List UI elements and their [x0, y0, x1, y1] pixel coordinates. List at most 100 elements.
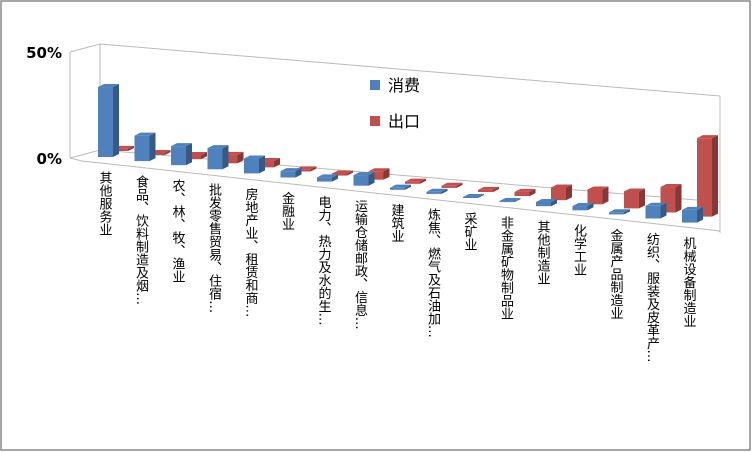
bar-top: [441, 182, 463, 186]
bar-front: [244, 158, 259, 174]
bar-front: [587, 189, 603, 205]
bar-top: [463, 193, 484, 197]
bar-top: [624, 188, 645, 192]
bar-front: [609, 212, 624, 215]
legend-swatch: [370, 116, 380, 126]
bar-front: [259, 161, 274, 168]
bar-side: [164, 149, 171, 156]
bar-front: [134, 135, 150, 162]
bar-side: [675, 184, 682, 213]
floor-edge: [69, 157, 721, 234]
bar-front: [682, 209, 697, 223]
bar-front: [222, 154, 238, 164]
bar-front: [551, 187, 566, 201]
bar: [609, 209, 630, 215]
bar-top: [697, 135, 718, 139]
bar-front: [536, 201, 551, 207]
legend-swatch: [370, 80, 380, 90]
bar-top: [171, 143, 192, 147]
x-tick-label: 采矿业: [462, 212, 478, 251]
bar-top: [353, 172, 375, 176]
bar-front: [113, 148, 128, 151]
bar: [390, 184, 411, 190]
bar: [478, 186, 499, 192]
bar-top: [368, 168, 390, 172]
bar: [499, 198, 521, 203]
bar-front: [514, 191, 530, 197]
bar-side: [368, 172, 375, 186]
x-tick-label: 农、林、牧、渔业: [170, 179, 186, 283]
bar: [551, 184, 572, 201]
bar-front: [207, 148, 223, 170]
x-tick-label: 机械设备制造业: [681, 237, 697, 328]
bar-top: [207, 145, 229, 149]
bar-front: [645, 205, 661, 219]
bar-side: [222, 145, 229, 170]
bar-top: [514, 188, 536, 192]
bar: [645, 202, 667, 219]
bar: [317, 174, 338, 182]
bar-front: [171, 146, 186, 166]
bar: [587, 186, 609, 205]
bar-top: [244, 155, 265, 159]
bar: [134, 132, 156, 162]
legend-label: 消费: [388, 76, 420, 95]
bar-top: [499, 198, 521, 202]
bar-side: [186, 143, 192, 166]
bar-top: [551, 184, 572, 188]
bar-side: [478, 193, 484, 198]
bar-top: [405, 178, 426, 182]
bar-top: [134, 132, 156, 136]
bar-side: [383, 168, 390, 180]
bar-top: [280, 168, 302, 172]
x-tick-label: 纺织、服装及皮革产…: [644, 233, 660, 363]
bar: [368, 168, 390, 180]
bar: [463, 193, 484, 198]
x-tick-label: 其他服务业: [97, 171, 113, 236]
bar-front: [390, 187, 405, 190]
bar-top: [98, 84, 119, 88]
bar-side: [493, 186, 499, 192]
x-tick-label: 金属产品制造业: [608, 228, 624, 320]
x-tick-label: 炼焦、燃气及石油加…: [425, 208, 441, 338]
bar-front: [624, 191, 639, 209]
bar: [514, 188, 536, 197]
bar-top: [682, 206, 703, 210]
bar-side: [128, 145, 134, 151]
bar: [332, 170, 353, 176]
bar-front: [98, 87, 113, 157]
bar-front: [280, 171, 296, 178]
bar-front: [368, 171, 384, 180]
bar-side: [347, 170, 353, 176]
bar-top: [572, 203, 594, 207]
bar-side: [660, 202, 667, 219]
bar: [353, 172, 375, 186]
bar-front: [317, 177, 332, 182]
bar: [536, 198, 557, 207]
bar-side: [113, 84, 119, 157]
bar-top: [426, 188, 448, 192]
bar-side: [441, 188, 448, 194]
bar: [572, 203, 594, 211]
bar: [405, 178, 426, 184]
bar-side: [587, 203, 594, 211]
bar-front: [572, 206, 588, 211]
bar-side: [420, 178, 426, 184]
y-tick-label: 0%: [37, 150, 62, 168]
x-tick-label: 金融业: [279, 191, 295, 231]
bar-front: [478, 189, 493, 192]
bar-side: [259, 155, 265, 174]
x-tick-label: 批发零售贸易、住宿…: [206, 183, 222, 313]
bar-front: [426, 191, 442, 194]
bar: [171, 143, 192, 166]
bar-side: [201, 151, 207, 160]
bar: [426, 188, 448, 194]
y-tick-label: 50%: [26, 44, 62, 62]
bar-front: [441, 185, 457, 188]
bar-side: [624, 209, 630, 215]
bar-front: [186, 154, 201, 160]
bar-top: [317, 174, 338, 178]
x-tick-label: 非金属矿物制品业: [498, 216, 514, 320]
